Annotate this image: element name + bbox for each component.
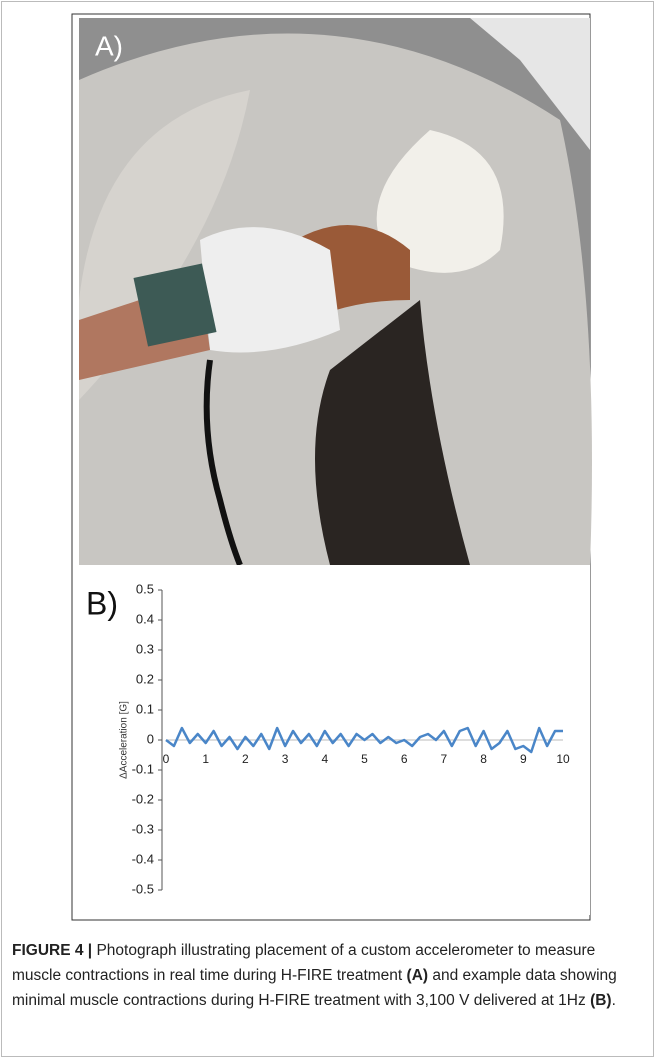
x-tick-label: 5 [361, 752, 368, 766]
x-tick-label: 4 [321, 752, 328, 766]
page: A) B) ΔAcceleration [G] 0.50.40.30.20.10… [0, 0, 655, 1058]
x-tick-label: 6 [401, 752, 408, 766]
y-tick-label: -0.4 [132, 851, 154, 866]
y-tick-label: 0.5 [136, 581, 154, 596]
y-tick-label: 0.2 [136, 671, 154, 686]
x-tick-label: 8 [480, 752, 487, 766]
y-tick-label: -0.2 [132, 791, 154, 806]
x-tick-label: 3 [282, 752, 289, 766]
caption-text: . [612, 992, 616, 1009]
y-tick-label: 0.1 [136, 701, 154, 716]
x-tick-label: 2 [242, 752, 249, 766]
y-tick-label: 0.3 [136, 641, 154, 656]
x-tick-label: 9 [520, 752, 527, 766]
caption-ref: (A) [407, 967, 429, 984]
y-tick-label: -0.5 [132, 881, 154, 896]
caption-ref: (B) [590, 992, 612, 1009]
x-tick-label: 10 [556, 752, 570, 766]
x-tick-label: 7 [441, 752, 448, 766]
y-axis-label: ΔAcceleration [G] [119, 701, 130, 779]
x-tick-label: 0 [163, 752, 170, 766]
caption-label: FIGURE 4 | [12, 942, 92, 959]
photo: A) [79, 18, 592, 565]
x-tick-label: 1 [202, 752, 209, 766]
y-tick-label: -0.1 [132, 761, 154, 776]
caption: FIGURE 4 | Photograph illustrating place… [12, 938, 642, 1013]
y-tick-label: 0 [147, 731, 154, 746]
figure: A) B) ΔAcceleration [G] 0.5 0.4 0.3 0.2 0.1 0… [0, 0, 655, 930]
panel-label: B) [86, 585, 118, 621]
panel-label: A) [95, 30, 123, 61]
y-tick-label: -0.3 [132, 821, 154, 836]
y-tick-label: 0.4 [136, 611, 154, 626]
